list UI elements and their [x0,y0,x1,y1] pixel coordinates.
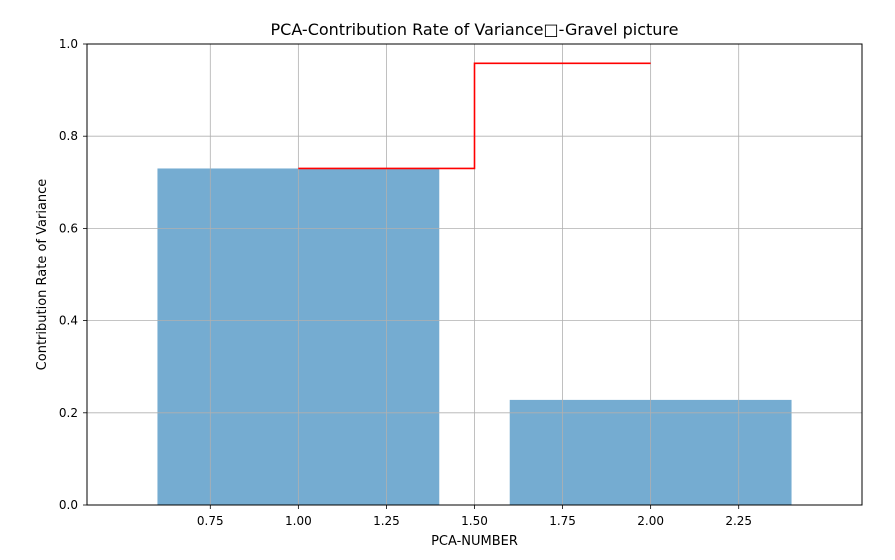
chart-title: PCA-Contribution Rate of Variance□-Grave… [271,20,679,39]
step-layer [298,62,651,170]
y-tick-label-2: 0.2 [59,406,78,420]
ticks-layer: 0.75 1.00 1.25 1.50 1.75 2.00 2.25 0.0 0.2 0.4 0.6… [59,37,752,528]
x-axis-label: PCA-NUMBER [431,534,518,549]
x-tick-label-7: 2.25 [725,514,752,528]
x-tick-label-4: 1.50 [461,514,488,528]
y-tick-label-6: 1.0 [59,37,78,51]
x-tick-label-3: 1.25 [373,514,400,528]
cumulative-step-line [298,62,651,170]
y-tick-label-3: 0.4 [59,314,78,328]
x-tick-label-5: 1.75 [549,514,576,528]
y-tick-label-1: 0.0 [59,498,78,512]
x-tick-label-1: 0.75 [197,514,224,528]
x-tick-label-6: 2.00 [637,514,664,528]
x-tick-label-2: 1.00 [285,514,312,528]
y-axis-label: Contribution Rate of Variance [35,179,50,371]
y-tick-label-4: 0.6 [59,221,78,235]
y-tick-label-5: 0.8 [59,129,78,143]
